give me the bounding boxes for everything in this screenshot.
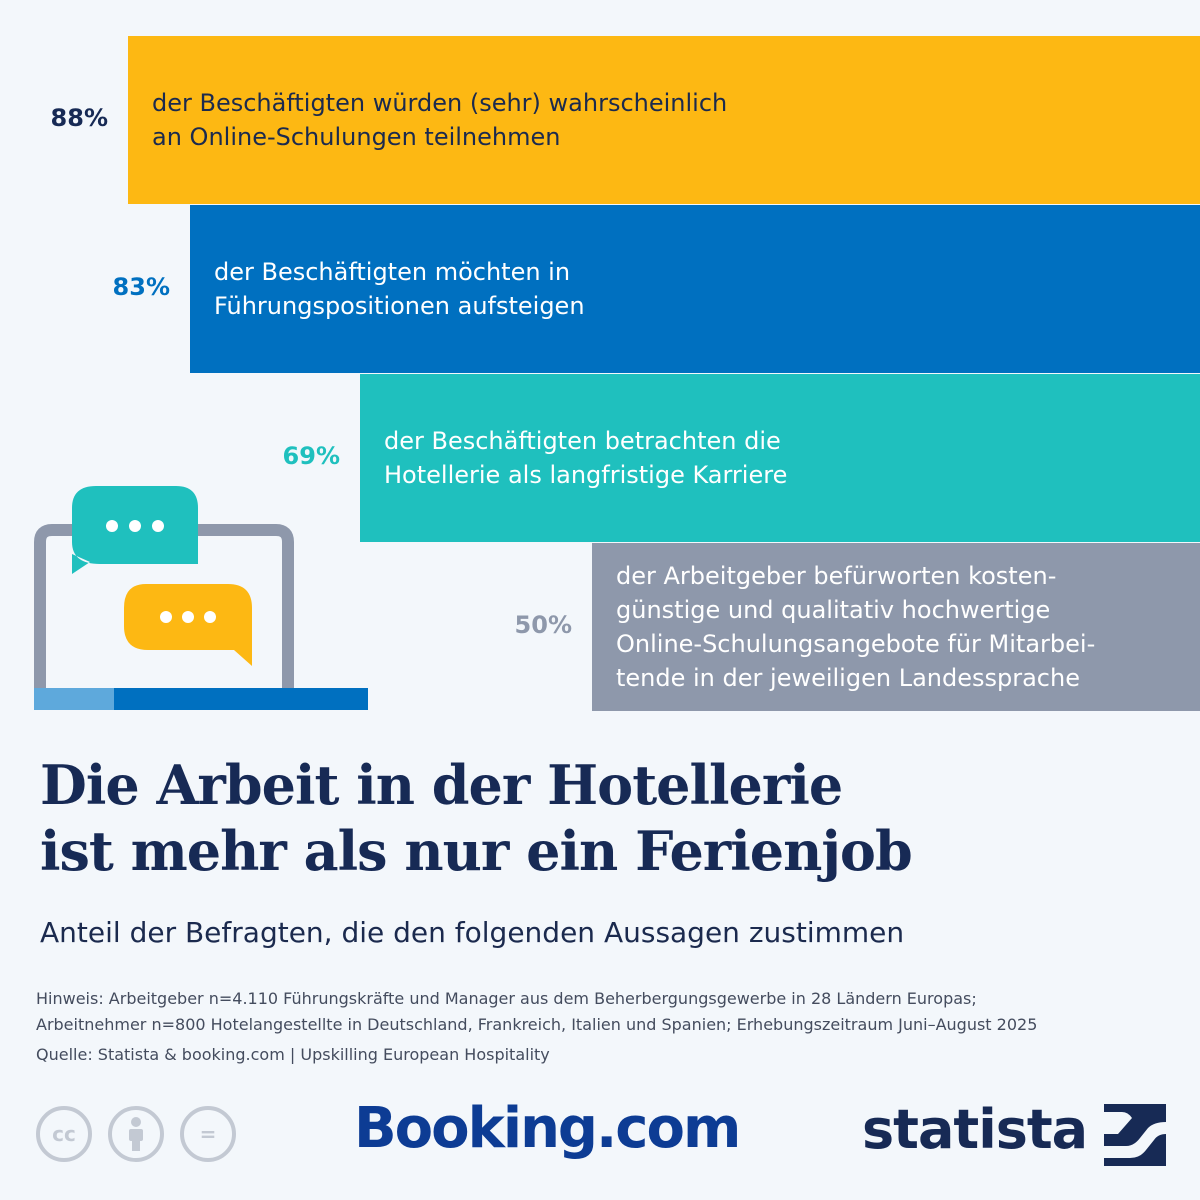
booking-logo: Booking.com [354, 1096, 741, 1161]
bar-0: der Beschäftigten würden (sehr) wahrsche… [128, 36, 1200, 204]
bar-value-0: 88% [50, 104, 108, 132]
bar-2: der Beschäftigten betrachten die Hotelle… [360, 374, 1200, 542]
bar-label-2: der Beschäftigten betrachten die Hotelle… [384, 427, 788, 489]
chart-title: Die Arbeit in der Hotellerie ist mehr al… [40, 753, 913, 883]
cc-icon-text: cc [52, 1122, 76, 1146]
chart-subtitle: Anteil der Befragten, die den folgenden … [40, 916, 905, 949]
laptop-chat-icon [34, 484, 374, 714]
nd-icon: = [180, 1106, 236, 1162]
note-hinweis-1: Hinweis: Arbeitgeber n=4.110 Führungskrä… [36, 989, 977, 1008]
note-hinweis-2: Arbeitnehmer n=800 Hotelangestellte in D… [36, 1015, 1038, 1034]
statista-mark-icon [1104, 1104, 1166, 1166]
bar-value-3: 50% [514, 611, 572, 639]
bar-value-2: 69% [282, 442, 340, 470]
bar-3: der Arbeitgeber befürworten kosten- güns… [592, 543, 1200, 711]
bar-label-0: der Beschäftigten würden (sehr) wahrsche… [152, 89, 728, 151]
statista-logo: statista [862, 1098, 1088, 1161]
bar-1: der Beschäftigten möchten in Führungspos… [190, 205, 1200, 373]
nd-icon-text: = [199, 1122, 217, 1146]
note-quelle: Quelle: Statista & booking.com | Upskill… [36, 1045, 550, 1064]
by-icon [108, 1106, 164, 1162]
bar-value-1: 83% [112, 273, 170, 301]
bar-label-3: der Arbeitgeber befürworten kosten- güns… [616, 562, 1096, 692]
cc-icon: cc [36, 1106, 92, 1162]
person-icon [129, 1117, 143, 1151]
bar-label-1: der Beschäftigten möchten in Führungspos… [214, 258, 585, 320]
